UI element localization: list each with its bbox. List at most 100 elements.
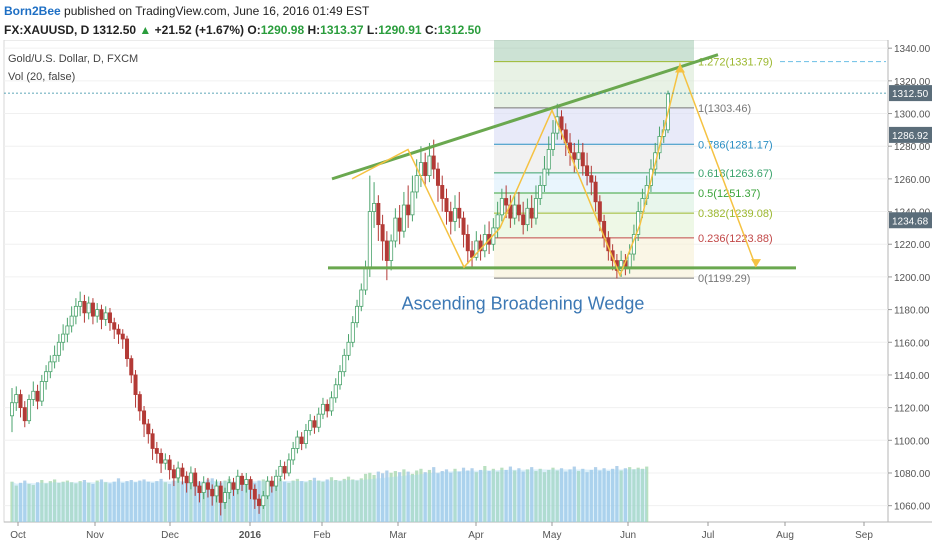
- volume-bar: [308, 480, 312, 522]
- y-tick-label: 1260.00: [894, 175, 931, 186]
- volume-bar: [325, 479, 329, 522]
- candle-body: [355, 305, 360, 324]
- candle-body: [171, 469, 176, 479]
- volume-bar: [27, 483, 31, 522]
- volume-bar: [611, 468, 615, 522]
- volume-bar: [146, 481, 150, 522]
- volume-bar: [487, 471, 491, 522]
- candle-body: [167, 459, 172, 471]
- volume-bar: [65, 480, 69, 522]
- volume-bar: [585, 472, 589, 522]
- candle-body: [559, 116, 564, 131]
- candle-body: [495, 214, 500, 229]
- candle-body: [188, 472, 193, 484]
- volume-bar: [623, 468, 628, 522]
- volume-bar: [606, 471, 610, 522]
- x-tick-label: May: [543, 530, 562, 541]
- author-link[interactable]: Born2Bee: [4, 4, 61, 18]
- volume-bar: [513, 470, 517, 522]
- zigzag-pattern: [351, 61, 757, 278]
- candle-body: [516, 204, 521, 216]
- candle-body: [474, 240, 479, 258]
- candle-body: [393, 217, 398, 242]
- candle-body: [86, 302, 91, 314]
- candle-body: [222, 492, 227, 503]
- fib-level-label: 1.272(1331.79): [698, 57, 773, 69]
- candle-body: [504, 198, 509, 206]
- volume-bar: [159, 478, 163, 522]
- candle-body: [218, 485, 223, 503]
- volume-bar: [602, 468, 606, 522]
- volume-bar: [116, 478, 121, 522]
- candle-body: [397, 217, 402, 232]
- volume-bar: [359, 478, 363, 522]
- candle-body: [478, 240, 483, 252]
- candle-body: [346, 341, 351, 356]
- x-tick-label: Jun: [620, 530, 636, 541]
- candle-body: [180, 467, 185, 477]
- pattern-annotation: Ascending Broadening Wedge: [402, 294, 645, 314]
- candle-body: [65, 325, 70, 335]
- y-tick-label: 1120.00: [894, 404, 930, 415]
- volume-bar: [129, 480, 133, 522]
- volume-bar: [61, 481, 65, 522]
- fib-level-label: 0.786(1281.17): [698, 139, 773, 151]
- volume-bar: [636, 467, 640, 522]
- volume-bar: [104, 482, 108, 522]
- volume-bar: [436, 473, 440, 522]
- volume-bar: [180, 481, 184, 522]
- candle-body: [103, 312, 108, 320]
- volume-bar: [427, 469, 432, 522]
- candle-body: [52, 354, 57, 363]
- candle-body: [363, 268, 368, 291]
- fib-zone: [494, 61, 694, 108]
- candle-body: [372, 202, 377, 212]
- candle-body: [82, 301, 87, 314]
- volume-bar: [270, 482, 274, 522]
- volume-bar: [572, 466, 576, 522]
- volume-bar: [632, 469, 636, 522]
- x-tick-label: 2016: [239, 530, 262, 541]
- volume-bar: [406, 471, 410, 522]
- candle-body: [31, 390, 36, 400]
- candle-body: [227, 482, 232, 493]
- candle-body: [325, 403, 330, 412]
- y-tick-label: 1220.00: [894, 240, 931, 251]
- low-label: L:: [366, 23, 379, 37]
- volume-bar: [415, 470, 419, 522]
- open-value: 1290.98: [260, 23, 305, 37]
- volume-bar: [155, 481, 159, 522]
- volume-bar: [295, 478, 300, 522]
- wedge-upper-line: [331, 53, 719, 181]
- price-chart[interactable]: 1060.00 1080.00 1100.00 1120.00 1140.00 1160.…: [0, 40, 932, 550]
- volume-bar: [547, 469, 551, 522]
- candle-body: [320, 403, 325, 415]
- volume-bar: [372, 474, 376, 522]
- candle-body: [295, 436, 300, 449]
- candle-body: [640, 198, 645, 212]
- volume-bar: [121, 482, 125, 522]
- volume-bar: [389, 472, 393, 522]
- volume-bar: [589, 469, 593, 522]
- price-tag: [889, 85, 932, 102]
- candle-body: [580, 152, 585, 167]
- candle-body: [521, 214, 526, 226]
- volume-bar: [461, 467, 466, 522]
- volume-bar: [14, 485, 18, 522]
- volume-bar: [168, 483, 172, 522]
- volume-bar: [551, 467, 555, 522]
- volume-bar: [278, 478, 282, 522]
- volume-bar: [283, 481, 287, 522]
- candle-body: [257, 498, 262, 507]
- candle-body: [154, 448, 159, 454]
- candle-body: [205, 482, 210, 490]
- candle-body: [435, 168, 440, 186]
- candle-body: [48, 361, 53, 373]
- volume-bar: [581, 468, 585, 522]
- volume-bar: [410, 473, 415, 522]
- candle-body: [120, 333, 125, 340]
- volume-bar: [99, 479, 104, 522]
- fib-level-label: 1(1303.46): [698, 103, 751, 115]
- candle-body: [133, 374, 138, 395]
- candle-body: [512, 204, 517, 219]
